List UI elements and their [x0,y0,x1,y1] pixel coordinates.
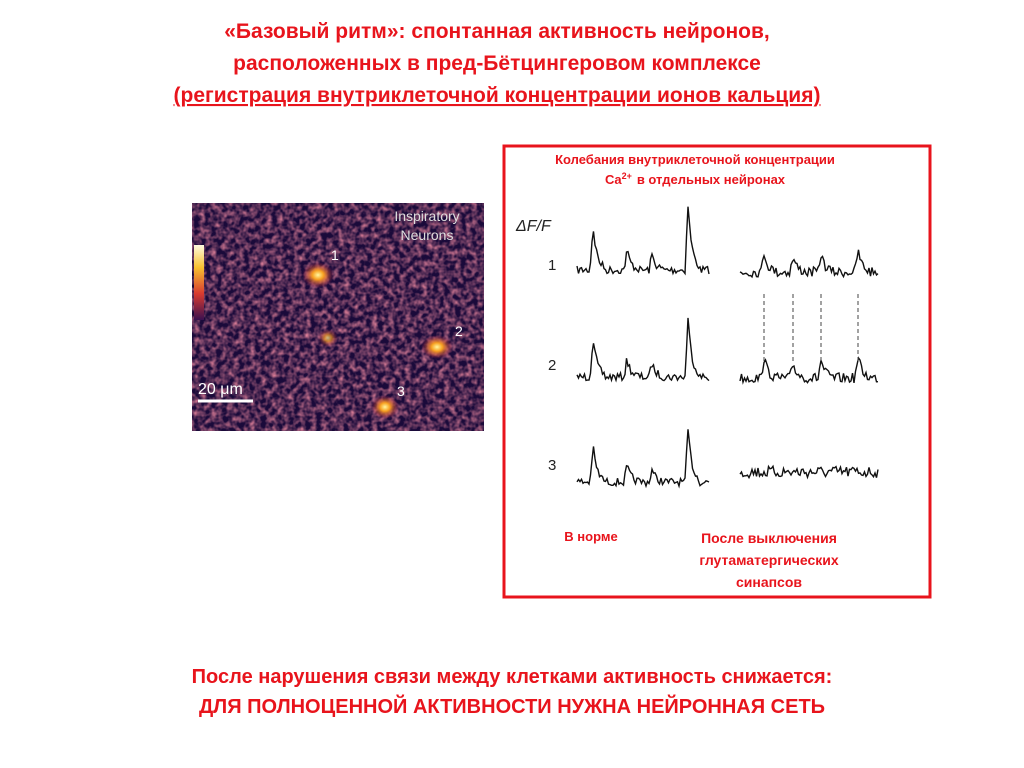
condition-label: В норме [564,529,617,544]
image-caption: Inspiratory [394,208,459,224]
trace [739,464,879,480]
image-noise [192,203,484,431]
condition-label: После выключения [701,530,837,546]
panel-title-part: в отдельных нейронах [637,172,786,187]
cell-label: 2 [455,323,463,339]
title-line: расположенных в пред-Бётцингеровом компл… [233,52,761,75]
cell-label: 3 [397,383,405,399]
cell [302,262,334,288]
trace-label: 1 [548,257,556,274]
panel-border [502,144,932,599]
condition-label: глутаматергических [699,552,839,568]
microscopy-image: Inspiratory Neurons 1 2 3 20 μm [192,203,484,431]
panel-title-part: Ca [605,172,622,187]
cell-label: 1 [331,247,339,263]
title-line: (регистрация внутриклеточной концентраци… [174,84,821,107]
trace-label: 2 [548,357,556,374]
trace-label: 3 [548,457,556,474]
title-line: «Базовый ритм»: спонтанная активность не… [224,20,770,43]
axis-label: ΔF/F [515,218,552,235]
panel-title: Ca2+ в отдельных нейронах [605,171,786,187]
cell [421,335,453,359]
trace [739,356,879,385]
trace [576,429,710,489]
cell [371,395,399,419]
title: «Базовый ритм»: спонтанная активность не… [174,20,821,107]
color-bar [194,245,204,320]
conclusion: ДЛЯ ПОЛНОЦЕННОЙ АКТИВНОСТИ НУЖНА НЕЙРОНН… [199,694,825,718]
panel-title: Колебания внутриклеточной концентрации [555,152,835,167]
trace [576,206,710,276]
trace [739,249,879,279]
condition-label: синапсов [736,574,802,590]
scale-label: 20 μm [198,381,243,398]
cell [318,329,338,347]
panel-title-sup: 2+ [622,171,632,181]
trace [576,317,710,383]
image-caption: Neurons [401,227,454,243]
panel: Колебания внутриклеточной концентрации C… [502,144,932,599]
conclusion: После нарушения связи между клетками акт… [192,666,833,688]
